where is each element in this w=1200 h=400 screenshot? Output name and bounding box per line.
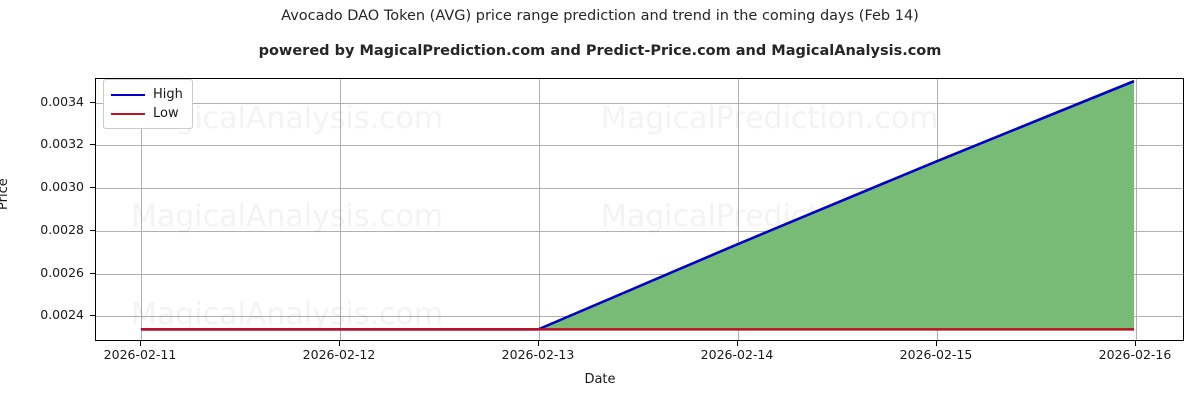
x-axis-tick-mark (339, 341, 340, 346)
y-axis-tick-label: 0.0028 (40, 221, 84, 237)
prediction-range-band (538, 81, 1135, 330)
x-axis-label: Date (584, 372, 616, 387)
x-axis-tick-mark (140, 341, 141, 346)
gridline-horizontal (96, 230, 1183, 232)
gridline-horizontal (96, 273, 1183, 275)
x-axis-tick-mark (538, 341, 539, 346)
y-axis-tick-mark (90, 101, 95, 103)
gridline-vertical (141, 79, 142, 340)
legend-swatch-low (111, 112, 145, 115)
y-axis-tick-label: 0.0030 (40, 179, 84, 195)
gridline-horizontal (96, 102, 1183, 104)
gridline-vertical (340, 79, 341, 340)
y-axis-tick-mark (90, 144, 95, 146)
legend-label: High (153, 87, 183, 102)
y-axis-label: Price (0, 178, 11, 210)
chart-title: Avocado DAO Token (AVG) price range pred… (281, 8, 919, 24)
gridline-vertical (738, 79, 739, 340)
y-axis-tick-mark (90, 315, 95, 317)
y-axis-tick-label: 0.0026 (40, 264, 84, 280)
y-axis-tick-mark (90, 272, 95, 274)
series-lines-layer (140, 79, 1135, 331)
gridline-vertical (1136, 79, 1137, 340)
x-axis-tick-label: 2026-02-13 (501, 347, 575, 362)
gridline-horizontal (96, 145, 1183, 147)
y-axis-tick-label: 0.0024 (40, 307, 84, 323)
x-axis-tick-label: 2026-02-14 (700, 347, 774, 362)
chart-subtitle: powered by MagicalPrediction.com and Pre… (258, 43, 942, 59)
legend-label: Low (153, 106, 179, 121)
y-axis-tick-mark (90, 187, 95, 189)
y-axis-tick-label: 0.0034 (40, 93, 84, 109)
plot-area: MagicalAnalysis.comMagicalPrediction.com… (95, 78, 1184, 341)
x-axis-tick-label: 2026-02-12 (302, 347, 376, 362)
series-line-high (140, 79, 1135, 331)
chart-legend: High Low (103, 79, 193, 129)
y-axis-tick-mark (90, 229, 95, 231)
legend-swatch-high (111, 93, 145, 96)
x-axis-tick-label: 2026-02-11 (103, 347, 177, 362)
x-axis-tick-mark (1135, 341, 1136, 346)
gridline-horizontal (96, 188, 1183, 190)
legend-item-high[interactable]: High (111, 85, 183, 104)
x-axis-tick-mark (737, 341, 738, 346)
legend-item-low[interactable]: Low (111, 104, 183, 123)
y-axis-tick-label: 0.0032 (40, 136, 84, 152)
x-axis-tick-label: 2026-02-16 (1098, 347, 1172, 362)
x-axis-tick-label: 2026-02-15 (899, 347, 973, 362)
gridline-vertical (539, 79, 540, 340)
x-axis-tick-mark (936, 341, 937, 346)
